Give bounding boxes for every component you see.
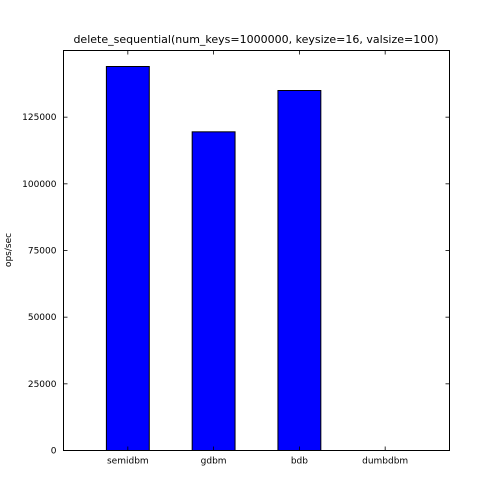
y-tick-label: 100000 xyxy=(22,180,57,190)
bar-bdb xyxy=(277,90,322,451)
y-tick-label: 0 xyxy=(51,447,57,457)
x-tick-label-bdb: bdb xyxy=(291,457,308,467)
y-tick-label: 25000 xyxy=(28,380,57,390)
x-tick-label-semidbm: semidbm xyxy=(107,457,149,467)
x-axis-ticks: semidbm gdbm bdb dumbdbm xyxy=(107,50,408,467)
y-axis-ticks: 0 25000 50000 75000 100000 125000 xyxy=(22,113,450,457)
chart-title: delete_sequential(num_keys=1000000, keys… xyxy=(73,33,438,46)
bars-group xyxy=(105,66,322,451)
y-tick-label: 50000 xyxy=(28,313,57,323)
bar-semidbm xyxy=(105,66,150,451)
y-tick-label: 125000 xyxy=(22,113,57,123)
x-tick-label-dumbdbm: dumbdbm xyxy=(362,457,408,467)
x-tick-label-gdbm: gdbm xyxy=(201,457,227,467)
y-axis-label: ops/sec xyxy=(4,233,14,267)
y-tick-label: 75000 xyxy=(28,247,57,257)
bar-gdbm xyxy=(191,131,236,451)
plot-frame xyxy=(63,50,450,451)
